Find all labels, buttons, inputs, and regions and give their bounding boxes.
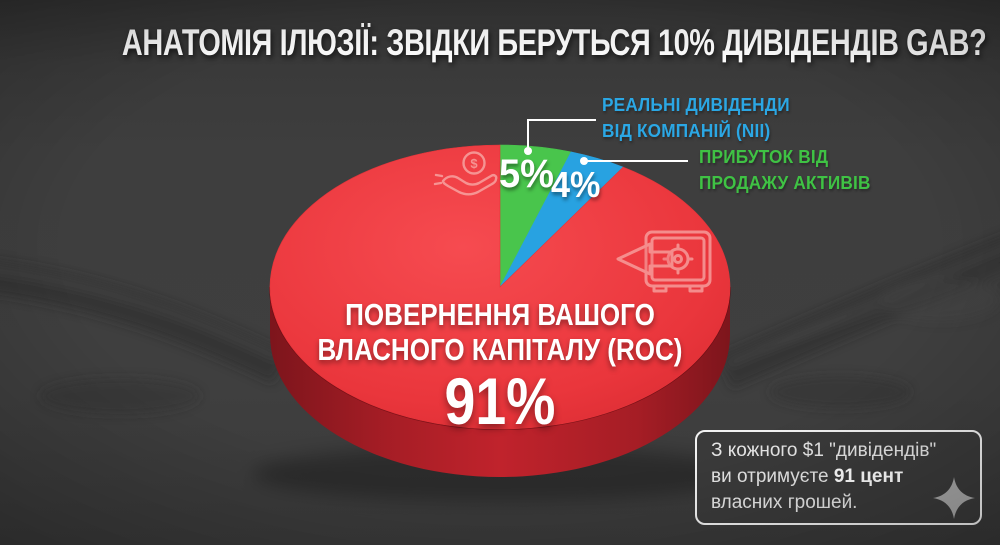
callout-dot-gains — [580, 157, 588, 165]
callout-label-gains: ПРИБУТОК ВІД ПРОДАЖУ АКТИВІВ — [699, 144, 871, 196]
sparkle-icon — [933, 477, 975, 519]
safe-with-left-arrow-icon — [616, 230, 712, 293]
callout-nii-line1: РЕАЛЬНІ ДИВІДЕНДИ — [602, 94, 790, 115]
pie-slices — [269, 144, 731, 430]
roc-label-line1: ПОВЕРНЕННЯ ВАШОГО — [345, 297, 655, 332]
hand-with-dollar-coin-icon: $ — [433, 151, 498, 196]
pct-label-gains: 4% — [551, 164, 601, 205]
note-card: З кожного $1 "дивідендів" ви отримуєте 9… — [695, 430, 982, 525]
callout-gains-line2: ПРОДАЖУ АКТИВІВ — [699, 172, 871, 193]
pct-label-nii: 5% — [499, 152, 554, 196]
svg-text:$: $ — [470, 156, 478, 171]
roc-value: 91% — [444, 364, 556, 438]
pie-side — [270, 287, 730, 477]
note-line-1: З кожного $1 "дивідендів" — [711, 440, 937, 461]
page-title: АНАТОМІЯ ІЛЮЗІЇ: ЗВІДКИ БЕРУТЬСЯ 10% ДИВ… — [0, 22, 1000, 64]
callout-nii-line2: ВІД КОМПАНІЙ (NII) — [602, 120, 771, 141]
note-line-2-prefix: ви отримуєте — [711, 466, 834, 487]
roc-slice-label: ПОВЕРНЕННЯ ВАШОГО ВЛАСНОГО КАПІТАЛУ (ROC… — [200, 297, 800, 438]
pie-slice-2 — [269, 144, 731, 430]
note-line-2-bold: 91 цент — [833, 466, 904, 487]
page-title-text: АНАТОМІЯ ІЛЮЗІЇ: ЗВІДКИ БЕРУТЬСЯ 10% ДИВ… — [121, 22, 987, 63]
callout-gains-line1: ПРИБУТОК ВІД — [699, 146, 829, 167]
callout-label-nii: РЕАЛЬНІ ДИВІДЕНДИ ВІД КОМПАНІЙ (NII) — [602, 92, 790, 144]
note-line-3: власних грошей. — [711, 492, 858, 513]
note-line-2: ви отримуєте 91 цент — [711, 464, 966, 490]
callout-dot-nii — [524, 147, 532, 155]
roc-label-line2: ВЛАСНОГО КАПІТАЛУ (ROC) — [317, 332, 683, 367]
water-texture — [0, 236, 1000, 414]
callout-line-nii — [527, 119, 596, 149]
